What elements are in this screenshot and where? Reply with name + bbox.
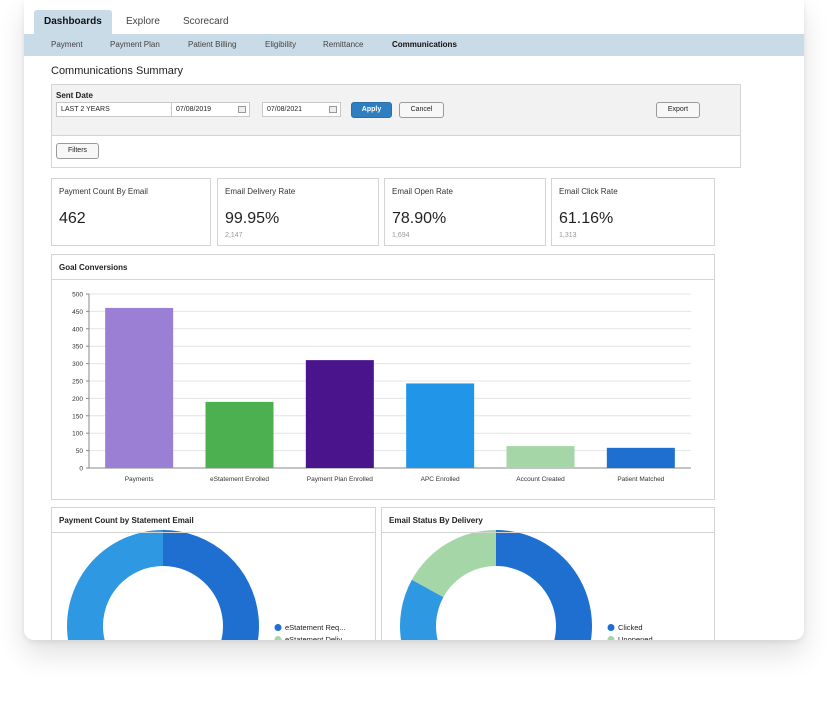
kpi-title: Email Open Rate bbox=[392, 187, 453, 196]
email-status-donut-panel: Email Status By Delivery Clicked Unopened bbox=[381, 507, 715, 640]
bar[interactable] bbox=[606, 447, 675, 468]
y-tick-label: 450 bbox=[72, 309, 83, 316]
app-window: Dashboards Explore Scorecard Payment Pay… bbox=[24, 0, 804, 640]
y-tick-label: 250 bbox=[72, 379, 83, 386]
date-from-value: 07/08/2019 bbox=[176, 106, 212, 113]
sent-date-label: Sent Date bbox=[56, 91, 93, 100]
date-from-input[interactable]: 07/08/2019 bbox=[171, 102, 250, 117]
kpi-value: 462 bbox=[59, 210, 86, 227]
x-tick-label: Payment Plan Enrolled bbox=[307, 476, 374, 483]
donut-chart: eStatement Req... eStatement Deliv... bbox=[67, 530, 348, 640]
donut-panel-title: Email Status By Delivery bbox=[389, 516, 483, 525]
x-tick-label: APC Enrolled bbox=[421, 476, 460, 483]
calendar-icon[interactable] bbox=[238, 106, 246, 113]
x-tick-label: Account Created bbox=[516, 476, 565, 483]
y-tick-label: 500 bbox=[72, 292, 83, 299]
filters-button[interactable]: Filters bbox=[56, 143, 99, 159]
kpi-subvalue: 1,313 bbox=[559, 232, 577, 239]
kpi-title: Payment Count By Email bbox=[59, 187, 148, 196]
date-to-value: 07/08/2021 bbox=[267, 106, 303, 113]
donut-slice[interactable] bbox=[67, 530, 181, 640]
legend-label[interactable]: Clicked bbox=[618, 623, 643, 632]
kpi-title: Email Delivery Rate bbox=[225, 187, 296, 196]
donut-slice[interactable] bbox=[435, 530, 592, 640]
top-tab-bar: Dashboards Explore Scorecard bbox=[24, 0, 804, 34]
bar[interactable] bbox=[406, 383, 475, 468]
subnav-communications[interactable]: Communications bbox=[392, 40, 457, 49]
bar[interactable] bbox=[506, 446, 575, 468]
legend-label[interactable]: Unopened bbox=[618, 635, 653, 640]
subnav-payment-plan[interactable]: Payment Plan bbox=[110, 40, 160, 49]
apply-button[interactable]: Apply bbox=[351, 102, 392, 118]
bar[interactable] bbox=[205, 401, 274, 468]
kpi-value: 61.16% bbox=[559, 210, 614, 227]
subnav-remittance[interactable]: Remittance bbox=[323, 40, 364, 49]
kpi-value: 99.95% bbox=[225, 210, 280, 227]
goal-conversions-chart: 0 50 100 150 200 250 300 350 400 450 500 Payments eS… bbox=[72, 292, 691, 483]
bar[interactable] bbox=[105, 307, 174, 468]
subnav-eligibility[interactable]: Eligibility bbox=[265, 40, 297, 49]
legend-marker bbox=[607, 624, 615, 631]
tab-dashboards[interactable]: Dashboards bbox=[34, 10, 112, 34]
x-tick-label: eStatement Enrolled bbox=[210, 476, 269, 483]
subnav-payment[interactable]: Payment bbox=[51, 40, 83, 49]
tab-scorecard[interactable]: Scorecard bbox=[183, 16, 229, 27]
filter-panel bbox=[51, 84, 741, 168]
date-range-select[interactable]: LAST 2 YEARS ▾ bbox=[56, 102, 179, 117]
kpi-card-delivery-rate: Email Delivery Rate 99.95% 2,147 bbox=[217, 178, 379, 246]
goal-conversions-title: Goal Conversions bbox=[59, 263, 128, 272]
donut-slice[interactable] bbox=[163, 530, 259, 640]
kpi-card-open-rate: Email Open Rate 78.90% 1,694 bbox=[384, 178, 546, 246]
y-tick-label: 0 bbox=[79, 466, 83, 473]
bar[interactable] bbox=[305, 360, 374, 468]
payment-count-donut-panel: Payment Count by Statement Email eStatem… bbox=[51, 507, 376, 640]
y-tick-label: 400 bbox=[72, 326, 83, 333]
legend-label[interactable]: eStatement Req... bbox=[285, 623, 345, 632]
kpi-subvalue: 2,147 bbox=[225, 232, 243, 239]
y-tick-label: 100 bbox=[72, 431, 83, 438]
x-tick-label: Payments bbox=[125, 476, 155, 483]
date-range-value: LAST 2 YEARS bbox=[61, 106, 110, 113]
y-tick-label: 150 bbox=[72, 413, 83, 420]
legend-marker bbox=[607, 636, 615, 640]
kpi-card-payment-count: Payment Count By Email 462 bbox=[51, 178, 211, 246]
cancel-button[interactable]: Cancel bbox=[399, 102, 444, 118]
kpi-value: 78.90% bbox=[392, 210, 447, 227]
page-title: Communications Summary bbox=[51, 65, 184, 77]
tab-explore[interactable]: Explore bbox=[126, 16, 160, 27]
calendar-icon[interactable] bbox=[329, 106, 337, 113]
sub-navigation: Payment Payment Plan Patient Billing Eli… bbox=[24, 34, 804, 56]
kpi-card-click-rate: Email Click Rate 61.16% 1,313 bbox=[551, 178, 715, 246]
subnav-patient-billing[interactable]: Patient Billing bbox=[188, 40, 237, 49]
donut-chart: Clicked Unopened bbox=[400, 530, 653, 640]
kpi-title: Email Click Rate bbox=[559, 187, 618, 196]
export-button[interactable]: Export bbox=[656, 102, 700, 118]
y-tick-label: 200 bbox=[72, 396, 83, 403]
date-to-input[interactable]: 07/08/2021 bbox=[262, 102, 341, 117]
donut-slice[interactable] bbox=[400, 579, 458, 640]
legend-marker bbox=[274, 636, 282, 640]
legend-label[interactable]: eStatement Deliv... bbox=[285, 635, 348, 640]
y-tick-label: 350 bbox=[72, 344, 83, 351]
y-tick-label: 50 bbox=[76, 448, 84, 455]
kpi-subvalue: 1,694 bbox=[392, 232, 410, 239]
donut-panel-title: Payment Count by Statement Email bbox=[59, 516, 194, 525]
donut-slice[interactable] bbox=[411, 530, 496, 598]
legend-marker bbox=[274, 624, 282, 631]
y-tick-label: 300 bbox=[72, 361, 83, 368]
x-tick-label: Patient Matched bbox=[617, 476, 664, 483]
